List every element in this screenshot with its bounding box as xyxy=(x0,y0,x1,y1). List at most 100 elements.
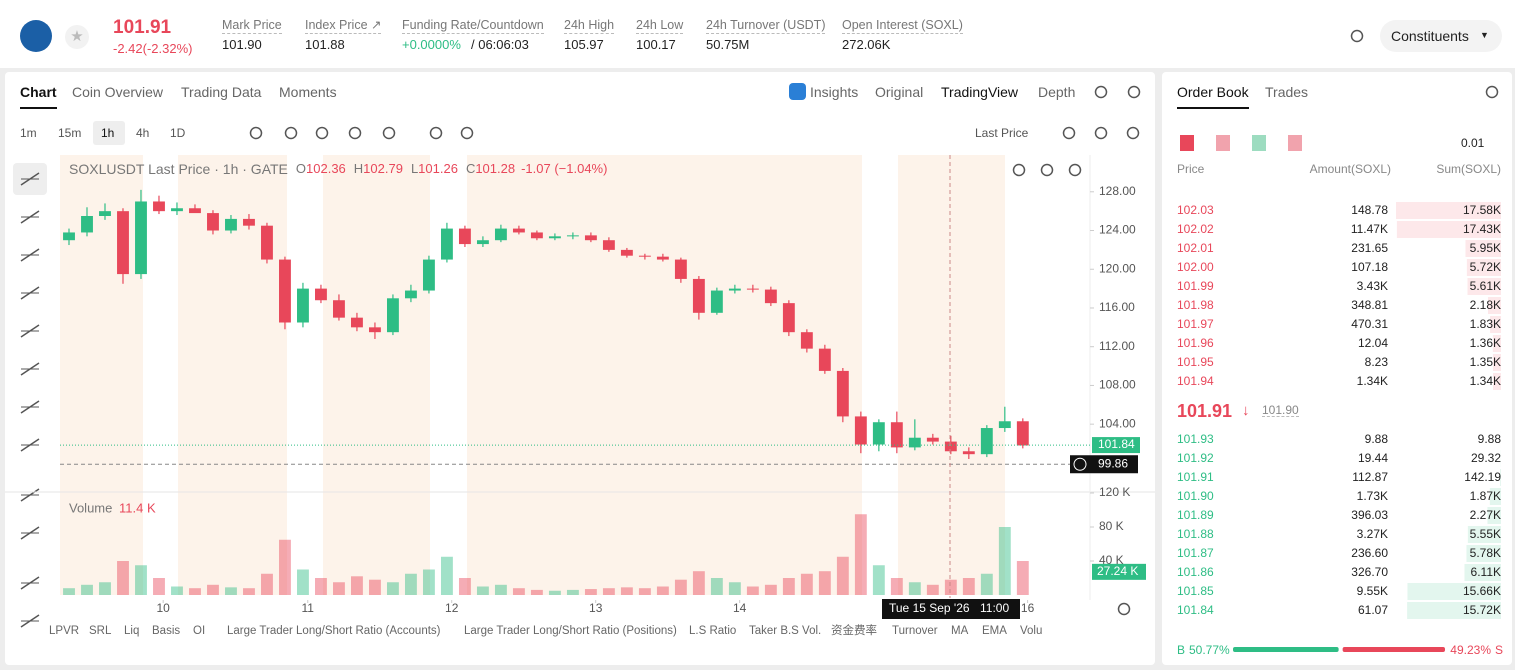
x-tick-label: 16 xyxy=(1021,601,1035,615)
legend-key: H xyxy=(354,161,363,176)
interval-button[interactable]: 1h xyxy=(101,126,115,140)
candle-body xyxy=(530,232,543,239)
toolbar-icon xyxy=(315,126,329,140)
depth-bar xyxy=(1467,278,1501,295)
depth-bar xyxy=(1466,259,1501,276)
price-source[interactable]: Last Price xyxy=(975,126,1029,140)
book-sum: 5.95K xyxy=(1469,241,1501,255)
candle-body xyxy=(315,288,327,301)
candle-body xyxy=(836,370,849,417)
toolbar-icon xyxy=(1127,85,1141,99)
session-band xyxy=(60,155,143,595)
stat-label: 24h Turnover (USDT) xyxy=(706,18,826,34)
indicator-tab[interactable]: Liq xyxy=(124,625,140,637)
candle-body xyxy=(351,317,363,328)
indicator-tab[interactable]: Turnover xyxy=(892,625,938,637)
interval-button[interactable]: 1m xyxy=(20,126,37,140)
book-amount: 236.60 xyxy=(1351,546,1388,560)
indicator-tab[interactable]: Large Trader Long/Short Ratio (Positions… xyxy=(464,625,677,637)
crosshair-time-tag xyxy=(882,599,1020,619)
book-price: 101.99 xyxy=(1177,279,1214,293)
toolbar-icon xyxy=(1126,126,1140,140)
book-amount: 61.07 xyxy=(1357,603,1388,617)
candle-body xyxy=(962,451,975,455)
indicator-tab[interactable]: SRL xyxy=(89,625,112,637)
chart-tab[interactable]: Moments xyxy=(279,84,337,100)
buy-ratio: 50.77% xyxy=(1189,643,1230,657)
toolbar-icon xyxy=(1062,126,1076,140)
candle-body xyxy=(63,232,75,241)
indicator-tab[interactable]: MA xyxy=(951,625,969,637)
interval-button[interactable]: 15m xyxy=(58,126,82,140)
crosshair-hour: 11:00 xyxy=(980,601,1009,615)
candle-body xyxy=(566,235,579,237)
stat-label: Index Price ↗ xyxy=(305,18,382,34)
book-amount: 3.43K xyxy=(1356,279,1388,293)
indicator-tab[interactable]: Large Trader Long/Short Ratio (Accounts) xyxy=(227,625,441,637)
sell-ratio: 49.23% xyxy=(1450,643,1491,657)
candle-body xyxy=(800,332,813,349)
indicator-tab[interactable]: 资金费率 xyxy=(831,625,877,637)
volume-bar xyxy=(207,584,219,595)
depth-bar xyxy=(1466,545,1501,562)
depth-bar xyxy=(1489,488,1501,505)
indicator-tab[interactable]: OI xyxy=(193,625,206,637)
volume-tick-label: 120 K xyxy=(1099,485,1130,499)
constituents-label[interactable]: Constituents xyxy=(1391,28,1469,44)
candle-body xyxy=(207,213,219,231)
toolbar-icon xyxy=(284,126,298,140)
layout-icon xyxy=(1180,135,1194,151)
chart-tab[interactable]: Chart xyxy=(20,85,57,109)
view-tab[interactable]: Insights xyxy=(810,84,859,100)
book-price: 101.93 xyxy=(1177,432,1214,446)
view-tab[interactable]: Depth xyxy=(1038,84,1076,100)
view-tab[interactable]: Original xyxy=(875,84,924,100)
book-price: 101.98 xyxy=(1177,298,1214,312)
stat-label: 24h Low xyxy=(636,18,684,34)
depth-bar xyxy=(1487,297,1501,314)
candle-body xyxy=(926,437,939,442)
candle-body xyxy=(476,240,489,245)
volume-bar xyxy=(386,582,399,595)
candle-body xyxy=(638,255,651,257)
volume-bar xyxy=(171,586,183,595)
volume-bar xyxy=(476,586,489,595)
interval-button[interactable]: 1D xyxy=(170,126,186,140)
view-tab[interactable]: TradingView xyxy=(941,84,1019,100)
indicator-tab[interactable]: Taker B.S Vol. xyxy=(749,625,822,637)
volume-bar xyxy=(1016,561,1029,595)
indicator-tab[interactable]: EMA xyxy=(982,625,1007,637)
stat-value: 101.88 xyxy=(305,37,345,52)
toolbar-icon xyxy=(1068,163,1082,177)
volume-bar xyxy=(243,588,255,595)
depth-bar xyxy=(1407,602,1501,619)
candle-body xyxy=(243,218,255,226)
candle-body xyxy=(369,327,381,333)
indicator-tab[interactable]: L.S Ratio xyxy=(689,625,737,637)
volume-bar xyxy=(315,578,327,595)
legend-value: 101.26 xyxy=(418,161,458,176)
chart-tab[interactable]: Coin Overview xyxy=(72,84,164,100)
indicator-tab[interactable]: LPVR xyxy=(49,625,80,637)
indicator-tab[interactable]: Volu xyxy=(1020,625,1043,637)
legend-key: L xyxy=(411,161,418,176)
volume-bar xyxy=(746,586,759,595)
volume-bar xyxy=(818,571,831,595)
indicator-tab[interactable]: Basis xyxy=(152,625,181,637)
depth-bar xyxy=(1500,469,1501,486)
book-sum: 2.27K xyxy=(1469,508,1501,522)
book-amount: 107.18 xyxy=(1351,260,1388,274)
column-header: Price xyxy=(1177,162,1205,176)
favorite-star[interactable]: ★ xyxy=(65,25,89,49)
last-price-tag xyxy=(1092,437,1140,454)
volume-bar xyxy=(494,584,507,595)
orderbook-tab[interactable]: Trades xyxy=(1265,84,1309,100)
orderbook-tab[interactable]: Order Book xyxy=(1177,85,1249,109)
tick-size[interactable]: 0.01 xyxy=(1461,136,1485,150)
sell-label: S xyxy=(1494,643,1503,657)
chart-tab[interactable]: Trading Data xyxy=(181,84,262,100)
toolbar-icon xyxy=(460,126,474,140)
depth-bar xyxy=(1464,564,1501,581)
constituents-button[interactable] xyxy=(1380,20,1502,52)
interval-button[interactable]: 4h xyxy=(136,126,150,140)
